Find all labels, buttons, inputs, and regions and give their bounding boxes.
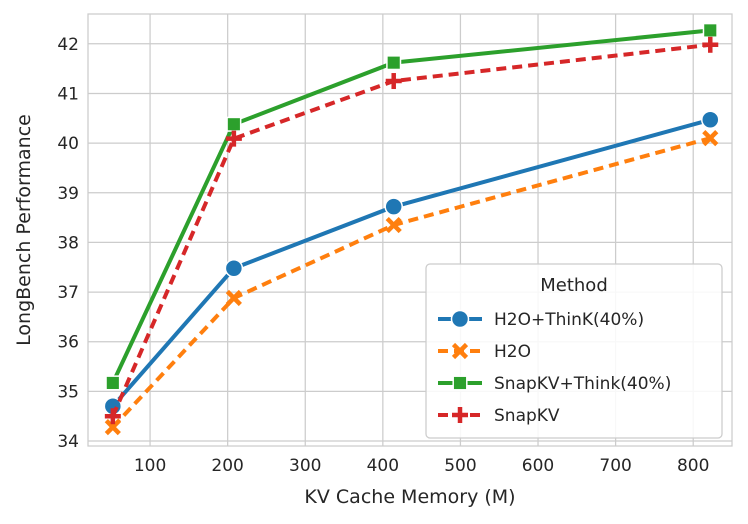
legend-label: H2O+ThinK(40%) [494, 310, 644, 330]
plus-marker [452, 407, 468, 423]
series-3 [104, 36, 719, 425]
x-tick-label: 800 [677, 456, 709, 476]
series-line [110, 42, 711, 418]
square-marker [386, 55, 402, 71]
legend-box [425, 263, 723, 439]
plus-marker [225, 130, 242, 147]
x-marker-stroke [451, 342, 469, 360]
y-tick-label: 42 [57, 35, 79, 55]
y-axis-label: LongBench Performance [13, 114, 35, 346]
legend-title: Method [540, 275, 608, 296]
y-tick-label: 41 [57, 84, 79, 104]
x-marker-stroke [385, 216, 402, 234]
plus-marker [385, 73, 402, 90]
x-tick-label: 400 [367, 456, 399, 476]
legend-label: SnapKV+Think(40%) [494, 374, 671, 394]
series-line [111, 117, 711, 408]
x-tick-labels: 100 200 300 400 500 600 700 800 [134, 456, 710, 476]
y-tick-label: 35 [57, 382, 79, 402]
square-marker [105, 375, 121, 391]
x-marker [702, 130, 719, 147]
y-tick-label: 39 [57, 184, 79, 204]
series-line [111, 136, 711, 429]
x-tick-label: 500 [444, 456, 476, 476]
x-tick-label: 300 [289, 456, 321, 476]
square-marker [452, 375, 468, 391]
legend-item: SnapKV [438, 406, 560, 426]
circle-marker [224, 258, 244, 278]
plus-marker [104, 408, 121, 425]
series-group [103, 22, 720, 436]
x-tick-label: 100 [134, 456, 166, 476]
x-tick-label: 600 [522, 456, 554, 476]
x-marker-stroke [225, 289, 242, 307]
x-tick-label: 700 [599, 456, 631, 476]
legend-item: SnapKV+Think(40%) [438, 374, 671, 394]
y-tick-label: 37 [57, 283, 79, 303]
y-tick-label: 40 [57, 134, 79, 154]
x-marker-stroke [104, 419, 121, 436]
y-tick-label: 34 [57, 432, 79, 452]
series-0 [103, 110, 720, 416]
circle-marker [450, 309, 470, 329]
circle-marker [701, 110, 720, 130]
series-1 [104, 130, 719, 436]
plus-marker [702, 36, 719, 53]
legend-label: SnapKV [494, 406, 560, 426]
legend-item: H2O [438, 342, 531, 362]
series-line [111, 28, 711, 384]
x-marker [104, 419, 121, 436]
legend-label: H2O [494, 342, 531, 362]
x-marker [385, 216, 402, 234]
y-tick-labels: 34 35 36 37 38 39 40 41 42 [57, 35, 79, 452]
x-axis-label: KV Cache Memory (M) [304, 486, 515, 508]
circle-marker [384, 197, 403, 216]
legend: Method H2O+ThinK(40%) H2O SnapKV+Think(40%)… [425, 263, 723, 439]
y-tick-label: 38 [57, 233, 79, 253]
x-tick-label: 200 [211, 456, 243, 476]
legend-item: H2O+ThinK(40%) [438, 309, 644, 330]
square-marker [702, 22, 718, 38]
x-marker-stroke [702, 130, 719, 147]
square-marker [226, 116, 242, 132]
x-marker [225, 289, 242, 307]
x-marker [451, 342, 469, 360]
y-tick-label: 36 [57, 333, 79, 353]
series-2 [105, 22, 718, 391]
